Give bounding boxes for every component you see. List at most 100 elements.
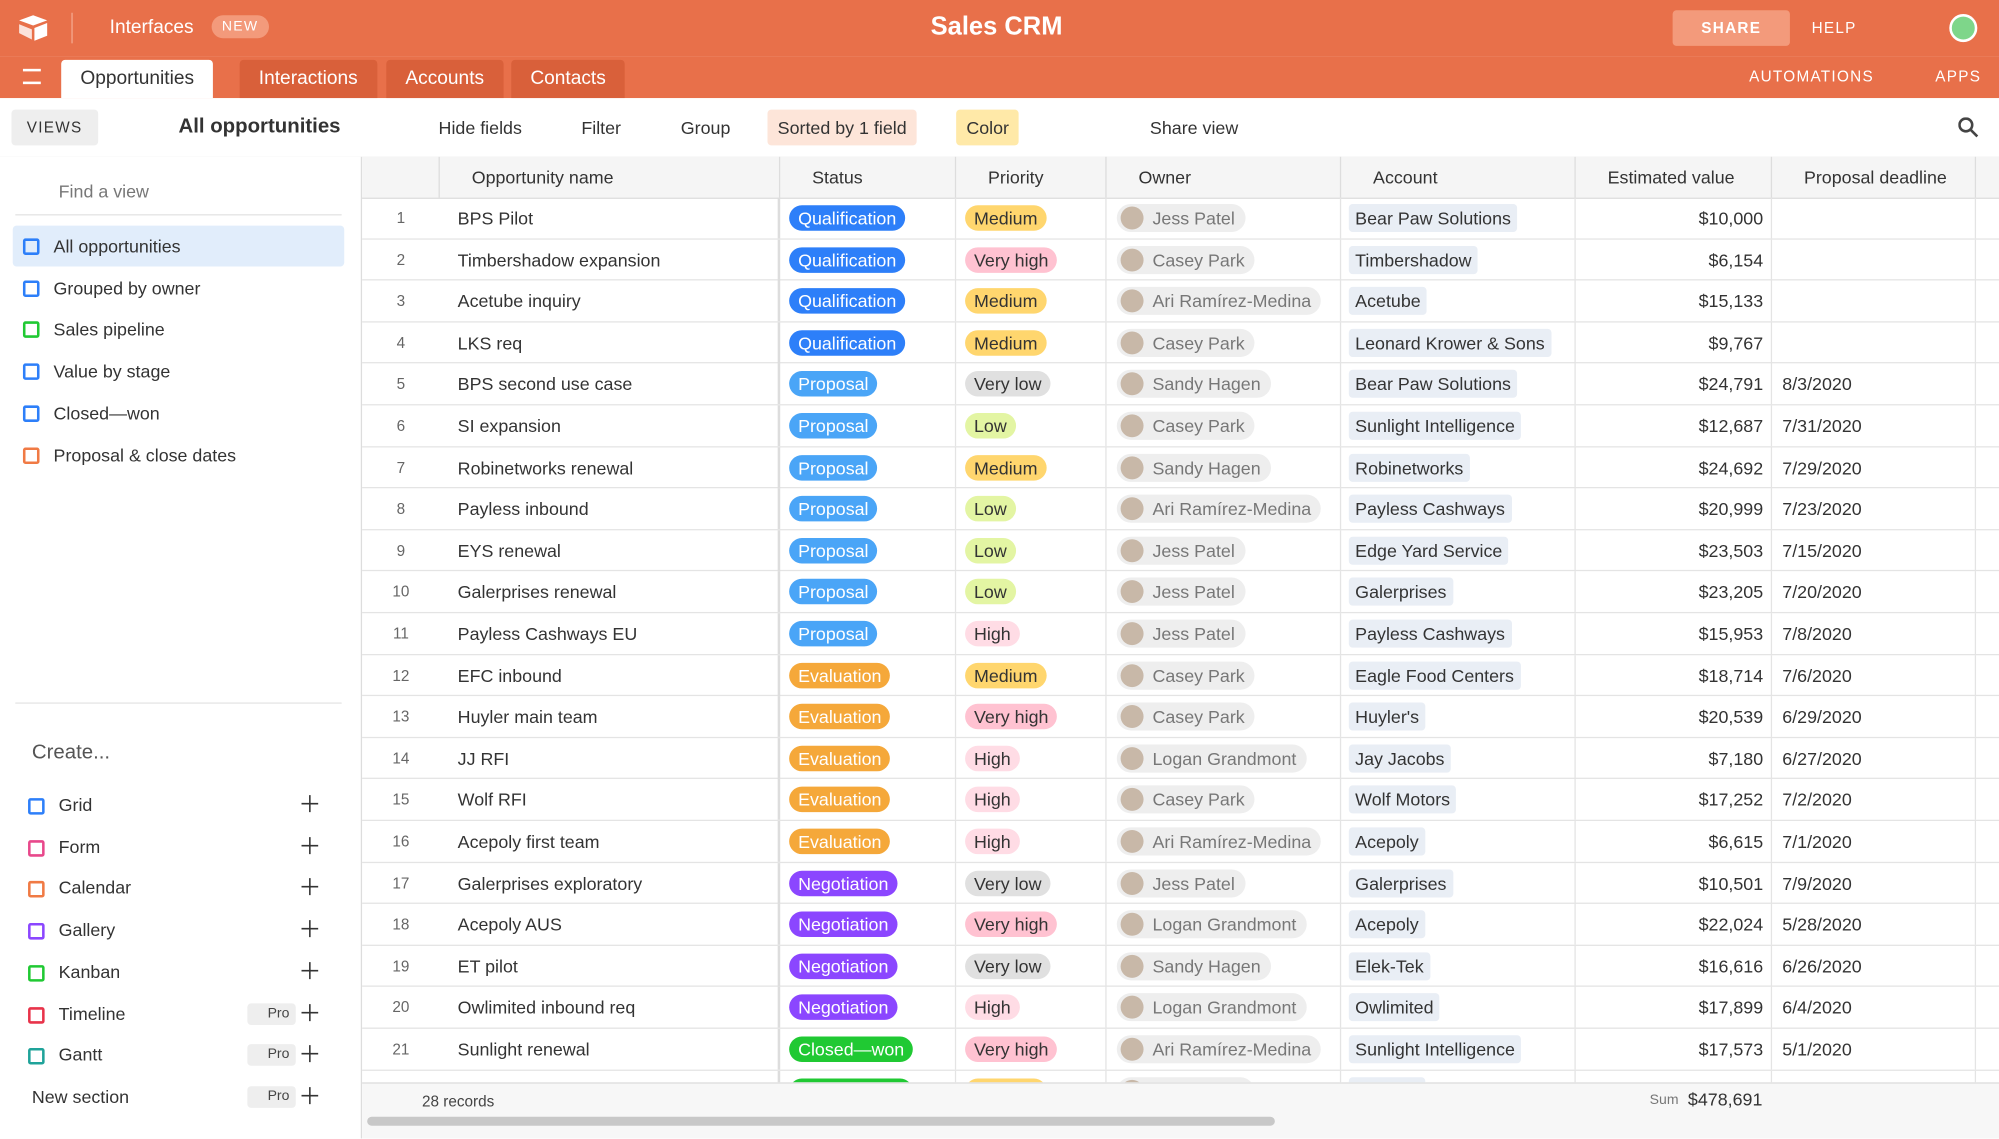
toolbar-button[interactable]: Share view bbox=[1149, 117, 1239, 138]
record-row[interactable]: 20 Owlimited inbound req Negotiation High Lo… bbox=[362, 987, 1999, 1029]
record-row[interactable]: 13 Huyler main team Evaluation Very high Cas… bbox=[362, 696, 1999, 738]
add-icon: ＋ bbox=[298, 1000, 322, 1026]
apps-link[interactable]: APPS bbox=[1935, 67, 1982, 86]
status-pill: Evaluation bbox=[789, 787, 891, 813]
toolbar-button[interactable]: Filter bbox=[581, 117, 622, 138]
scrollbar[interactable] bbox=[367, 1116, 1275, 1126]
record-row[interactable]: 21 Sunlight renewal Closed—won Very high Ari… bbox=[362, 1028, 1999, 1071]
cell-text: Timbershadow expansion bbox=[457, 249, 661, 270]
cell: Proposal bbox=[780, 446, 957, 488]
record-row[interactable]: 11 Payless Cashways EU Proposal High Jess Pa… bbox=[362, 613, 1999, 655]
view-item[interactable]: All opportunities bbox=[12, 225, 345, 267]
select-all[interactable] bbox=[362, 156, 440, 198]
cell: Evaluation bbox=[780, 654, 957, 696]
table-tabs: AUTOMATIONS APPS Opportunities Interactio… bbox=[0, 56, 1999, 99]
toolbar-button[interactable]: Hide fields bbox=[438, 117, 522, 138]
cell: Sandy Hagen bbox=[1107, 446, 1342, 488]
cell: 3 bbox=[362, 281, 440, 322]
create-label[interactable]: Create... bbox=[31, 741, 111, 764]
automations-link[interactable]: AUTOMATIONS bbox=[1749, 67, 1874, 86]
create-item[interactable]: Gallery ＋ bbox=[18, 910, 327, 948]
cell-text: 6 bbox=[396, 416, 406, 435]
view-item[interactable]: Value by stage bbox=[13, 351, 344, 392]
cell: Very low bbox=[956, 945, 1107, 987]
help-link[interactable]: HELP bbox=[1811, 19, 1857, 37]
record-row[interactable]: 2 Timbershadow expansion Qualification Very… bbox=[362, 239, 1999, 281]
cell-text: 7/2/2020 bbox=[1782, 789, 1852, 811]
create-item[interactable]: Timeline Pro ＋ bbox=[18, 994, 327, 1032]
owner-chip: Casey Park bbox=[1116, 702, 1255, 731]
status-pill: Qualification bbox=[789, 288, 906, 314]
create-item[interactable]: Gantt Pro ＋ bbox=[18, 1035, 327, 1073]
record-row[interactable]: 5 BPS second use case Proposal Very low Sand… bbox=[362, 363, 1999, 406]
record-row[interactable]: 17 Galerprises exploratory Negotiation Very… bbox=[362, 862, 1999, 905]
record-row[interactable]: 9 EYS renewal Proposal Low Jess Patel Edge Ya… bbox=[362, 530, 1999, 572]
column-header[interactable]: Owner bbox=[1107, 156, 1342, 198]
column-header[interactable]: Account bbox=[1341, 156, 1576, 198]
toolbar-button[interactable]: Group bbox=[680, 117, 731, 138]
owner-chip: Ari Ramírez-Medina bbox=[1116, 287, 1322, 316]
priority-pill: Medium bbox=[965, 1078, 1047, 1083]
record-row[interactable]: 7 Robinetworks renewal Proposal Medium Sandy… bbox=[362, 446, 1999, 489]
create-item[interactable]: Kanban ＋ bbox=[18, 952, 327, 990]
sidebar: Find a view Create... All opportunities G… bbox=[0, 156, 363, 1139]
toolbar-button[interactable]: Sorted by 1 field bbox=[767, 109, 917, 146]
record-row[interactable]: 4 LKS req Qualification Medium Casey Park Leo… bbox=[362, 322, 1999, 364]
record-row[interactable]: 10 Galerprises renewal Proposal Low Jess Pat… bbox=[362, 571, 1999, 614]
tab[interactable]: Opportunities bbox=[61, 59, 214, 99]
record-row[interactable]: 8 Payless inbound Proposal Low Ari Ramírez-M… bbox=[362, 488, 1999, 531]
share-button[interactable]: SHARE bbox=[1672, 10, 1790, 46]
user-avatar[interactable] bbox=[1949, 14, 1978, 43]
create-item[interactable]: New section Pro ＋ bbox=[18, 1077, 327, 1115]
record-row[interactable]: 19 ET pilot Negotiation Very low Sandy Hagen… bbox=[362, 945, 1999, 988]
view-item[interactable]: Closed—won bbox=[13, 392, 344, 433]
cell: $10,000 bbox=[1576, 197, 1773, 239]
record-row[interactable]: 6 SI expansion Proposal Low Casey Park Sunlig… bbox=[362, 405, 1999, 447]
record-row[interactable]: 22 Acepolly second use case Closed—won Medi… bbox=[362, 1070, 1999, 1083]
current-view[interactable]: All opportunities bbox=[178, 116, 341, 138]
cell: 8 bbox=[362, 489, 440, 530]
views-button[interactable]: VIEWS bbox=[11, 109, 98, 146]
record-row[interactable]: 1 BPS Pilot Qualification Medium Jess Patel B… bbox=[362, 197, 1999, 240]
tab[interactable]: Accounts bbox=[386, 59, 504, 99]
interfaces-link[interactable]: Interfaces bbox=[109, 16, 194, 39]
owner-name: Casey Park bbox=[1152, 706, 1245, 727]
record-row[interactable]: 18 Acepoly AUS Negotiation Very high Logan G… bbox=[362, 904, 1999, 946]
record-row[interactable]: 3 Acetube inquiry Qualification Medium Ari R… bbox=[362, 280, 1999, 323]
base-title[interactable]: Sales CRM bbox=[930, 12, 1063, 41]
column-header[interactable]: Priority bbox=[956, 156, 1107, 198]
find-view-input[interactable]: Find a view bbox=[58, 181, 149, 202]
cell-text: Owlimited inbound req bbox=[457, 997, 636, 1018]
cell: Ari Ramírez-Medina bbox=[1107, 821, 1342, 862]
search-icon[interactable] bbox=[1958, 117, 1979, 138]
record-row[interactable]: 12 EFC inbound Evaluation Medium Casey Park E… bbox=[362, 654, 1999, 697]
cell: 7/15/2020 bbox=[1772, 530, 1977, 571]
add-icon: ＋ bbox=[298, 958, 322, 984]
cell-text: 7/9/2020 bbox=[1782, 872, 1852, 894]
view-item[interactable]: Proposal & close dates bbox=[13, 434, 344, 475]
owner-avatar bbox=[1120, 913, 1144, 936]
column-header[interactable]: Estimated value bbox=[1576, 156, 1773, 198]
tab[interactable]: Contacts bbox=[511, 59, 625, 99]
record-row[interactable]: 16 Acepoly first team Evaluation High Ari Ra… bbox=[362, 821, 1999, 863]
cell: Leonard Krower & Sons bbox=[1341, 322, 1576, 364]
cell: Logan Grandmont bbox=[1107, 904, 1342, 945]
record-row[interactable]: 14 JJ RFI Evaluation High Logan Grandmont Jay… bbox=[362, 737, 1999, 780]
priority-pill: High bbox=[965, 994, 1020, 1021]
view-item[interactable]: Grouped by owner bbox=[13, 267, 344, 308]
tab[interactable]: Interactions bbox=[239, 59, 377, 99]
cell-text: $24,791 bbox=[1698, 374, 1764, 395]
create-item[interactable]: Grid ＋ bbox=[18, 785, 327, 823]
cell: Evaluation bbox=[780, 737, 957, 779]
toolbar-button[interactable]: Color bbox=[956, 109, 1020, 146]
column-header[interactable]: Proposal deadline bbox=[1772, 156, 1977, 198]
record-row[interactable]: 15 Wolf RFI Evaluation High Casey Park Wolf M… bbox=[362, 779, 1999, 821]
menu-icon[interactable] bbox=[22, 68, 41, 85]
cell: Elek-Tek bbox=[1341, 945, 1576, 987]
create-item[interactable]: Calendar ＋ bbox=[18, 869, 327, 907]
view-item[interactable]: Sales pipeline bbox=[13, 309, 344, 350]
create-item[interactable]: Form ＋ bbox=[18, 827, 327, 865]
column-header[interactable]: Status bbox=[780, 156, 957, 198]
create-icon bbox=[28, 923, 45, 940]
column-header[interactable]: Opportunity name bbox=[440, 156, 781, 198]
